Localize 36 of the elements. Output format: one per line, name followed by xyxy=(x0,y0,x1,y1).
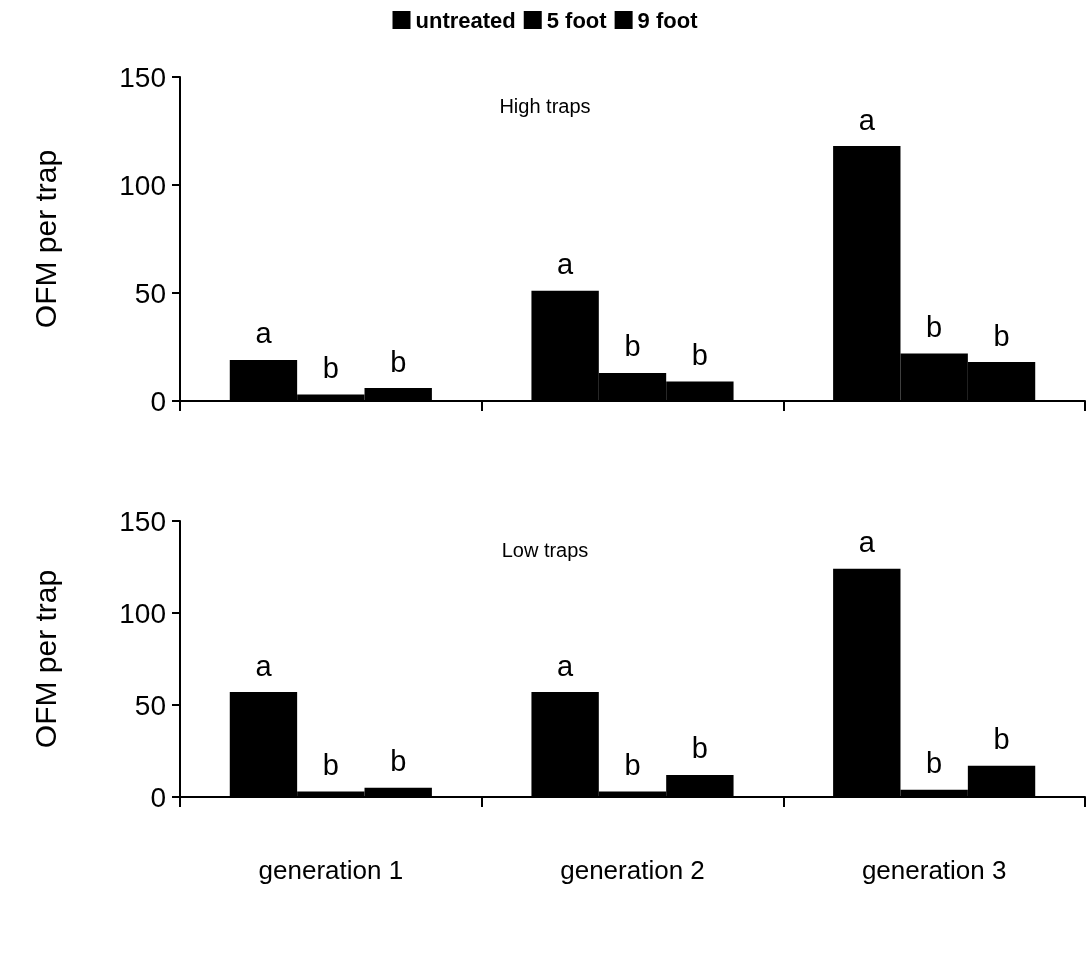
data-label: b xyxy=(390,745,407,778)
data-label: a xyxy=(255,317,273,350)
data-label: b xyxy=(691,339,708,372)
data-label: a xyxy=(255,649,273,682)
legend-label: 9 foot xyxy=(637,7,699,33)
y-tick-label: 50 xyxy=(134,689,166,721)
data-label: b xyxy=(390,345,407,378)
y-tick-label: 100 xyxy=(119,597,166,629)
legend-label: untreated xyxy=(415,7,516,33)
data-label: a xyxy=(557,649,575,682)
y-tick-label: 100 xyxy=(119,169,166,201)
data-label: a xyxy=(858,526,876,559)
y-tick-label: 0 xyxy=(150,781,166,813)
y-tick-label: 0 xyxy=(150,385,166,417)
data-label: b xyxy=(993,723,1010,756)
data-label: b xyxy=(322,748,339,781)
data-label: b xyxy=(926,310,943,343)
y-tick-label: 150 xyxy=(119,505,166,537)
data-label: b xyxy=(624,748,641,781)
data-label: b xyxy=(624,330,641,363)
data-label: b xyxy=(926,747,943,780)
text: High traps xyxy=(499,95,591,117)
y-tick-label: 50 xyxy=(134,277,166,309)
y-axis-title: OFM per trap xyxy=(28,149,62,329)
legend-label: 5 foot xyxy=(546,7,608,33)
x-tick-label: generation 1 xyxy=(258,855,404,885)
x-tick-label: generation 3 xyxy=(861,855,1007,885)
x-tick-label: generation 2 xyxy=(560,855,705,885)
data-label: b xyxy=(993,319,1010,352)
data-label: a xyxy=(858,103,876,136)
text: Low traps xyxy=(501,539,589,561)
data-label: a xyxy=(557,248,575,281)
data-label: b xyxy=(322,352,339,385)
y-tick-label: 150 xyxy=(119,61,166,93)
y-axis-title: OFM per trap xyxy=(28,569,62,749)
data-label: b xyxy=(691,732,708,765)
